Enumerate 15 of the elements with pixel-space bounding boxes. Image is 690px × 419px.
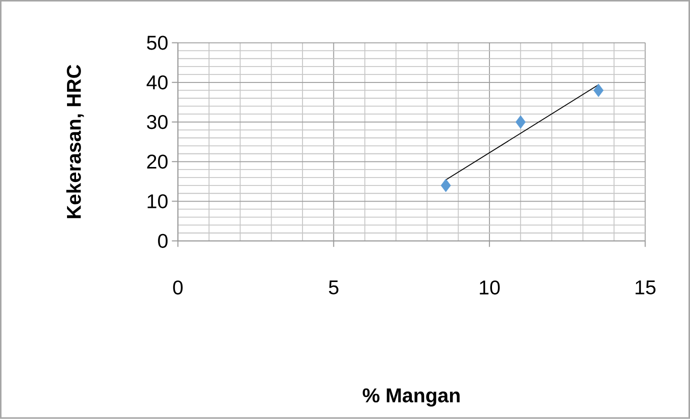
y-axis-title: Kekerasan, HRC: [66, 64, 84, 218]
x-axis-title: % Mangan: [362, 388, 460, 407]
y-tick-label: 50: [146, 36, 168, 50]
y-tick-label: 20: [147, 154, 168, 169]
point: [593, 84, 604, 98]
y-tick-label: 0: [158, 234, 168, 248]
point: [516, 115, 526, 129]
x-tick-label: 0: [173, 280, 183, 295]
x-tick-label: 5: [328, 280, 338, 294]
point: [440, 178, 451, 192]
x-tick-label: 15: [636, 280, 656, 294]
y-tick-label: 40: [146, 75, 168, 90]
y-tick-label: 30: [146, 115, 168, 130]
y-tick-label: 10: [148, 194, 168, 208]
x-tick-label: 10: [480, 280, 500, 295]
